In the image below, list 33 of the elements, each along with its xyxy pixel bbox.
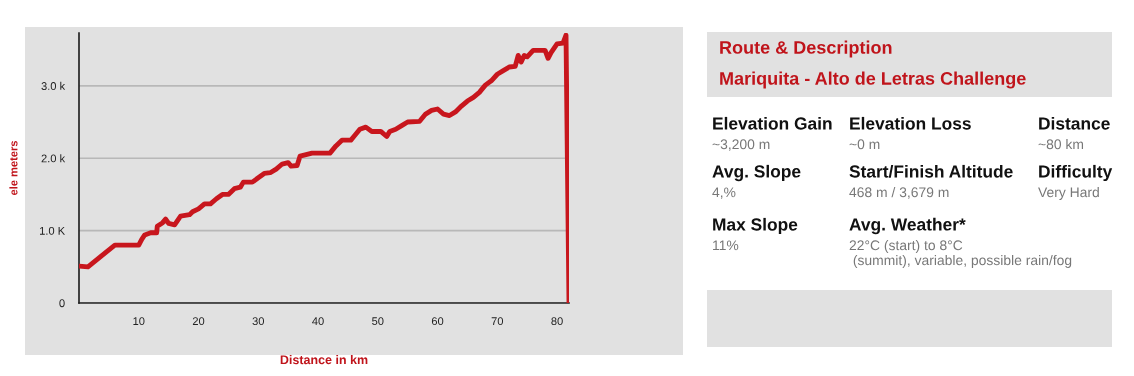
text: Difficulty [1039,164,1113,182]
x-tick-label: 50 [372,317,384,326]
text: Start/Finish Altitude [849,164,1013,178]
y-tick-label: 3.0 k [41,81,66,90]
text: Elevation Gain [713,116,832,130]
text: 22°C (start) to 8°C (summit), variable, possible rain/fog [849,240,1072,268]
y-tick-label: 1.0 K [40,226,65,235]
text: Avg. Weather* [849,217,966,235]
text: ~80 km [1038,139,1084,150]
x-tick-label: 20 [192,317,205,326]
text: Max Slope [713,217,798,235]
text: 4,% [712,187,736,199]
text: Mariquita - Alto de Letras Challenge [720,71,1026,89]
x-tick-label: 70 [491,317,504,326]
text: 11% [713,240,739,251]
text: ~0 m [849,139,880,150]
x-tick-label: 40 [312,317,324,326]
y-axis-title: ele meters [9,140,18,196]
y-tick-label: 2.0 k [41,154,66,163]
x-axis-title: Distance in km [280,355,368,365]
text: Avg. Slope [712,164,801,182]
x-tick-label: 30 [252,317,265,326]
x-tick-label: 60 [431,317,444,326]
text: Very Hard [1038,187,1099,200]
line-series [79,33,569,303]
text: ~3,200 m [712,139,770,151]
text: 468 m / 3,679 m [849,187,949,199]
x-tick-label: 10 [133,317,145,326]
text: Distance [1039,116,1110,130]
text: Route & Description [720,40,892,58]
text: Elevation Loss [850,116,971,130]
y-tick-label: 0 [59,299,65,308]
x-tick-label: 80 [551,317,563,326]
